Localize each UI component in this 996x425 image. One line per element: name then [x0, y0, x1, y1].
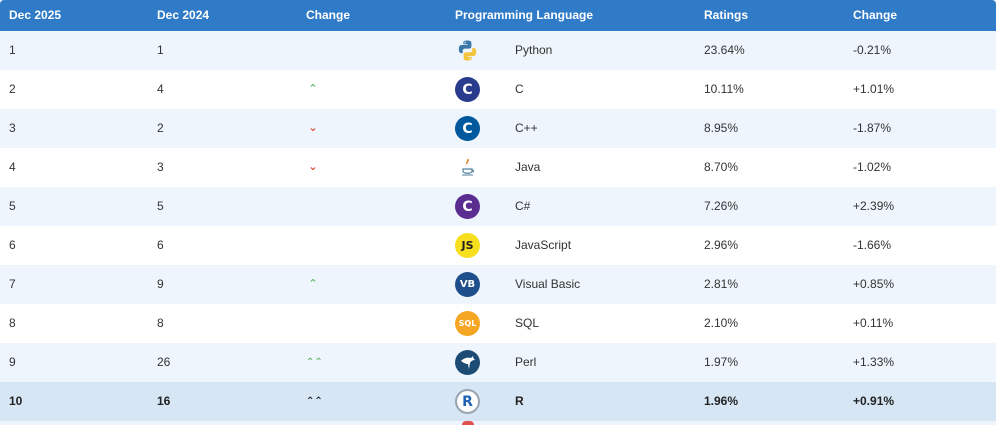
- header-ratings[interactable]: Ratings: [704, 8, 749, 22]
- rank-previous: 3: [157, 160, 164, 174]
- double-arrow-up-icon: ⌃⌃: [306, 357, 323, 368]
- rating-change: +0.91%: [853, 394, 895, 408]
- header-rank-previous[interactable]: Dec 2024: [157, 8, 210, 22]
- rank-current: 1: [9, 43, 16, 57]
- cpp-icon: C: [455, 116, 480, 141]
- double-arrow-up-icon: ⌃⌃: [306, 396, 323, 407]
- r-icon: R: [455, 389, 480, 414]
- table-row: 3 2 ⌄ C C++ 8.95% -1.87%: [0, 109, 996, 148]
- csharp-icon: C: [455, 194, 480, 219]
- language-name[interactable]: C++: [515, 121, 538, 135]
- arrow-down-icon: ⌄: [308, 161, 318, 173]
- rating-change: +2.39%: [853, 199, 895, 213]
- arrow-down-icon: ⌄: [308, 122, 318, 134]
- header-rank-current[interactable]: Dec 2025: [9, 8, 62, 22]
- language-name[interactable]: SQL: [515, 316, 540, 330]
- arrow-up-icon: ⌃: [308, 83, 318, 95]
- rank-current: 9: [9, 355, 16, 369]
- rating: 1.96%: [704, 394, 739, 408]
- rating: 8.70%: [704, 160, 739, 174]
- language-name[interactable]: C#: [515, 199, 531, 213]
- rating-change: -1.87%: [853, 121, 892, 135]
- table-row: 1 1 Python 23.64% -0.21%: [0, 31, 996, 70]
- rating: 1.97%: [704, 355, 739, 369]
- language-name[interactable]: Perl: [515, 355, 537, 369]
- rating-change: +1.33%: [853, 355, 895, 369]
- language-name[interactable]: R: [515, 394, 524, 408]
- language-name[interactable]: Visual Basic: [515, 277, 581, 291]
- table-row: 7 9 ⌃ VB Visual Basic 2.81% +0.85%: [0, 265, 996, 304]
- table-header: Dec 2025 Dec 2024 Change Programming Lan…: [0, 0, 996, 31]
- rank-current: 10: [9, 394, 23, 408]
- rating-change: -1.66%: [853, 238, 892, 252]
- rank-current: 7: [9, 277, 16, 291]
- rating: 2.81%: [704, 277, 739, 291]
- rank-previous: 8: [157, 316, 164, 330]
- table-row: 5 5 C C# 7.26% +2.39%: [0, 187, 996, 226]
- rank-previous: 5: [157, 199, 164, 213]
- rank-previous: 9: [157, 277, 164, 291]
- rating: 10.11%: [704, 82, 744, 96]
- rank-previous: 16: [157, 394, 171, 408]
- table-row: 8 8 SQL SQL 2.10% +0.11%: [0, 304, 996, 343]
- rating: 2.96%: [704, 238, 739, 252]
- header-ratings-change[interactable]: Change: [853, 8, 898, 22]
- language-name[interactable]: C: [515, 82, 524, 96]
- rating-change: -1.02%: [853, 160, 892, 174]
- language-name[interactable]: Java: [515, 160, 541, 174]
- rating: 8.95%: [704, 121, 739, 135]
- table-row: 9 26 ⌃⌃ Perl 1.97% +1.33%: [0, 343, 996, 382]
- rank-previous: 4: [157, 82, 164, 96]
- java-icon: [455, 155, 480, 180]
- table-row: 4 3 ⌄ Java 8.70% -1.02%: [0, 148, 996, 187]
- sql-icon: SQL: [455, 311, 480, 336]
- rating-change: +0.11%: [853, 316, 894, 330]
- table-row: 6 6 JS JavaScript 2.96% -1.66%: [0, 226, 996, 265]
- rating-change: +0.85%: [853, 277, 895, 291]
- python-icon: [455, 38, 480, 63]
- rank-previous: 26: [157, 355, 171, 369]
- perl-icon: [455, 350, 480, 375]
- language-name[interactable]: Python: [515, 43, 553, 57]
- rating-change: -0.21%: [853, 43, 892, 57]
- table-row-highlighted: 10 16 ⌃⌃ R R 1.96% +0.91%: [0, 382, 996, 421]
- rank-current: 2: [9, 82, 16, 96]
- javascript-icon: JS: [455, 233, 480, 258]
- rating: 2.10%: [704, 316, 739, 330]
- rank-previous: 2: [157, 121, 164, 135]
- rating-change: +1.01%: [853, 82, 895, 96]
- language-name[interactable]: JavaScript: [515, 238, 572, 252]
- header-change[interactable]: Change: [306, 8, 351, 22]
- rank-previous: 1: [157, 43, 164, 57]
- rank-current: 3: [9, 121, 16, 135]
- next-language-icon: [462, 421, 474, 425]
- rank-current: 4: [9, 160, 16, 174]
- arrow-up-icon: ⌃: [308, 278, 318, 290]
- c-icon: C: [455, 77, 480, 102]
- rank-previous: 6: [157, 238, 164, 252]
- visual-basic-icon: VB: [455, 272, 480, 297]
- header-language[interactable]: Programming Language: [455, 8, 594, 22]
- table-row-partial: [0, 421, 996, 425]
- rating: 7.26%: [704, 199, 739, 213]
- rating: 23.64%: [704, 43, 745, 57]
- rank-current: 6: [9, 238, 16, 252]
- rank-current: 5: [9, 199, 16, 213]
- table-row: 2 4 ⌃ C C 10.11% +1.01%: [0, 70, 996, 109]
- rank-current: 8: [9, 316, 16, 330]
